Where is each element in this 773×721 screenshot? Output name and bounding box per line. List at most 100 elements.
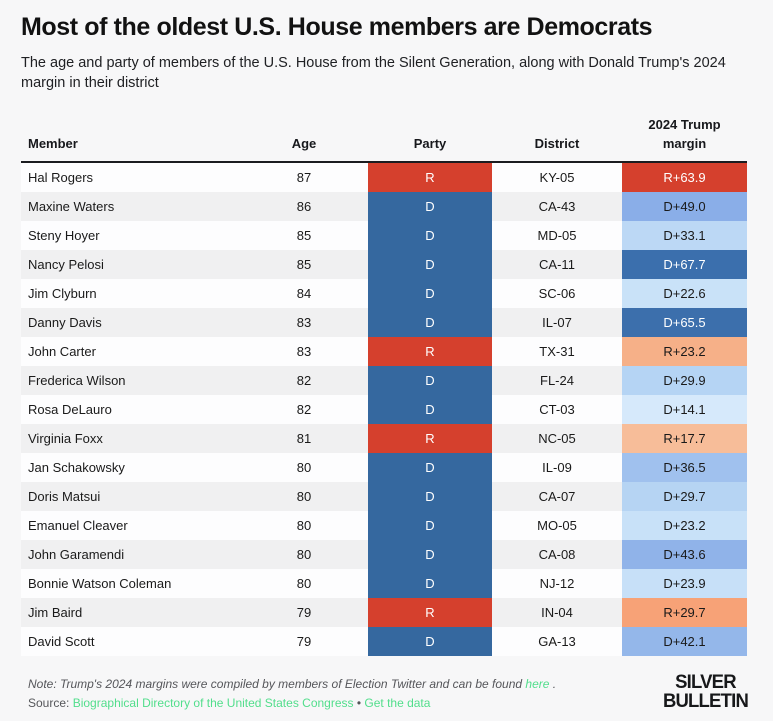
column-header-trump-margin-line1: 2024 Trump <box>648 117 721 133</box>
party-cell: D <box>368 539 492 569</box>
footer: Note: Trump's 2024 margins were compiled… <box>21 671 749 710</box>
district-cell: TX-31 <box>539 343 575 359</box>
member-name-cell: John Carter <box>28 343 96 359</box>
trump-margin-cell: D+49.0 <box>622 191 747 221</box>
trump-margin-cell: D+14.1 <box>622 394 747 424</box>
age-cell: 84 <box>296 285 312 301</box>
member-name-cell: John Garamendi <box>28 546 125 562</box>
column-header-age: Age <box>291 135 317 151</box>
member-name-cell: Emanuel Cleaver <box>28 517 128 533</box>
member-name-cell: Steny Hoyer <box>28 227 100 243</box>
district-cell: CA-08 <box>538 546 576 562</box>
party-cell: R <box>368 336 492 366</box>
age-cell: 85 <box>296 256 312 272</box>
age-cell: 80 <box>296 488 312 504</box>
column-header-party: Party <box>413 135 447 151</box>
get-the-data-link[interactable]: Get the data <box>364 695 431 710</box>
member-name-cell: Nancy Pelosi <box>28 256 104 272</box>
party-cell: R <box>368 423 492 453</box>
party-cell: D <box>368 452 492 482</box>
logo-line1: SILVER <box>675 669 736 692</box>
district-cell: CA-11 <box>539 256 575 272</box>
source-label: Source: <box>28 695 73 710</box>
party-cell: D <box>368 191 492 221</box>
table-row: Hal Rogers 87 R KY-05 R+63.9 <box>21 162 747 192</box>
footnote-suffix: . <box>549 676 557 691</box>
table-row: Jim Baird 79 R IN-04 R+29.7 <box>21 597 747 627</box>
member-name-cell: Virginia Foxx <box>28 430 103 446</box>
column-header-district: District <box>534 135 580 151</box>
age-cell: 83 <box>296 314 312 330</box>
table-header-row: Member Age Party District 2024 Trump mar… <box>21 116 747 163</box>
member-name-cell: Jim Baird <box>28 604 83 620</box>
member-name-cell: Danny Davis <box>28 314 102 330</box>
table-row: Jim Clyburn 84 D SC-06 D+22.6 <box>21 278 747 308</box>
logo-line2: BULLETIN <box>662 688 749 711</box>
footnote-text: Note: Trump's 2024 margins were compiled… <box>28 676 526 691</box>
age-cell: 80 <box>296 517 312 533</box>
member-name-cell: David Scott <box>28 633 95 649</box>
trump-margin-cell: D+23.2 <box>622 510 747 540</box>
party-cell: D <box>368 510 492 540</box>
page-subtitle: The age and party of members of the U.S.… <box>21 54 726 91</box>
trump-margin-cell: D+29.7 <box>622 481 747 511</box>
trump-margin-cell: D+23.9 <box>622 568 747 598</box>
district-cell: IN-04 <box>541 604 573 620</box>
trump-margin-cell: R+63.9 <box>622 162 747 192</box>
members-table: Member Age Party District 2024 Trump mar… <box>21 116 747 656</box>
age-cell: 86 <box>296 198 312 214</box>
silver-bulletin-logo: SILVER BULLETIN <box>662 669 749 711</box>
member-name-cell: Doris Matsui <box>28 488 101 504</box>
source-separator: • <box>353 695 365 710</box>
age-cell: 80 <box>296 459 312 475</box>
party-cell: D <box>368 249 492 279</box>
member-name-cell: Jan Schakowsky <box>28 459 125 475</box>
table-row: Frederica Wilson 82 D FL-24 D+29.9 <box>21 365 747 395</box>
footnote: Note: Trump's 2024 margins were compiled… <box>21 677 747 691</box>
trump-margin-cell: D+42.1 <box>622 626 747 656</box>
trump-margin-cell: R+17.7 <box>622 423 747 453</box>
source-line: Source: Biographical Directory of the Un… <box>21 696 747 710</box>
district-cell: SC-06 <box>538 285 576 301</box>
source-congress-link[interactable]: Biographical Directory of the United Sta… <box>72 695 354 710</box>
age-cell: 82 <box>296 401 312 417</box>
party-cell: D <box>368 307 492 337</box>
member-name-cell: Hal Rogers <box>28 169 94 185</box>
table-row: Bonnie Watson Coleman 80 D NJ-12 D+23.9 <box>21 568 747 598</box>
trump-margin-cell: D+22.6 <box>622 278 747 308</box>
age-cell: 79 <box>296 633 312 649</box>
column-header-member: Member <box>28 135 78 151</box>
member-name-cell: Jim Clyburn <box>28 285 97 301</box>
party-cell: D <box>368 365 492 395</box>
trump-margin-cell: R+29.7 <box>622 597 747 627</box>
party-cell: R <box>368 162 492 192</box>
age-cell: 80 <box>296 575 312 591</box>
district-cell: GA-13 <box>538 633 576 649</box>
table-row: Jan Schakowsky 80 D IL-09 D+36.5 <box>21 452 747 482</box>
district-cell: MO-05 <box>537 517 577 533</box>
district-cell: NJ-12 <box>539 575 575 591</box>
member-name-cell: Bonnie Watson Coleman <box>28 575 172 591</box>
table-row: John Carter 83 R TX-31 R+23.2 <box>21 336 747 366</box>
party-cell: D <box>368 568 492 598</box>
table-row: Emanuel Cleaver 80 D MO-05 D+23.2 <box>21 510 747 540</box>
district-cell: CA-43 <box>538 198 576 214</box>
party-cell: R <box>368 597 492 627</box>
table-row: Virginia Foxx 81 R NC-05 R+17.7 <box>21 423 747 453</box>
district-cell: CT-03 <box>539 401 575 417</box>
district-cell: NC-05 <box>538 430 576 446</box>
table-row: John Garamendi 80 D CA-08 D+43.6 <box>21 539 747 569</box>
table-row: Steny Hoyer 85 D MD-05 D+33.1 <box>21 220 747 250</box>
party-cell: D <box>368 626 492 656</box>
age-cell: 87 <box>296 169 312 185</box>
footnote-here-link[interactable]: here <box>525 676 550 691</box>
party-cell: D <box>368 394 492 424</box>
district-cell: IL-07 <box>542 314 572 330</box>
district-cell: KY-05 <box>539 169 575 185</box>
age-cell: 80 <box>296 546 312 562</box>
page-title: Most of the oldest U.S. House members ar… <box>21 13 653 41</box>
age-cell: 79 <box>296 604 312 620</box>
trump-margin-cell: D+65.5 <box>622 307 747 337</box>
district-cell: IL-09 <box>542 459 572 475</box>
